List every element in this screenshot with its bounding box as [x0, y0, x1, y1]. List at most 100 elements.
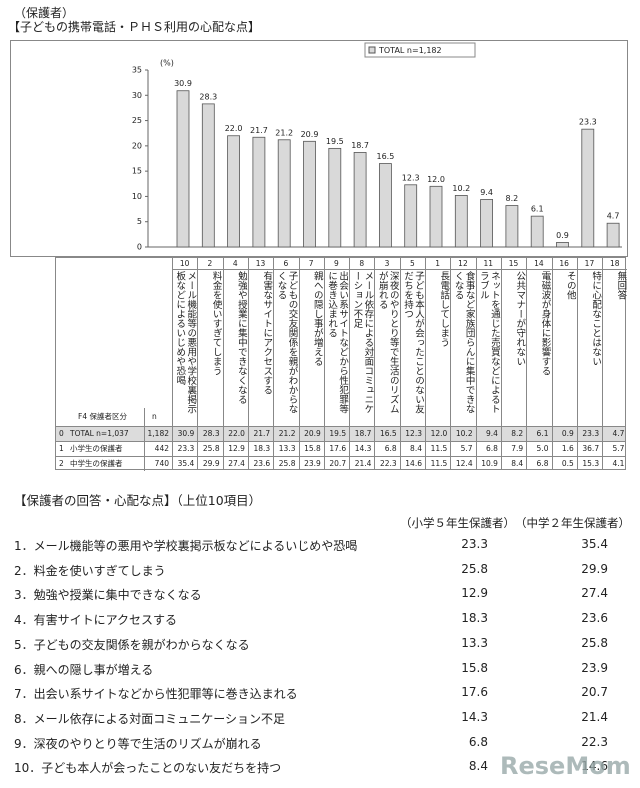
column-label: 料金を使いすぎてしまう — [210, 271, 222, 376]
list-item: 3．勉強や授業に集中できなくなる — [14, 588, 202, 603]
list-item: 8．メール依存による対面コミュニケーション不足 — [14, 711, 286, 726]
cell-value: 21.4 — [354, 459, 372, 468]
column-divider — [425, 258, 426, 469]
column-label: その他 — [564, 271, 576, 300]
bar — [303, 140, 316, 248]
column-divider — [222, 258, 224, 469]
watermark: ReseMom — [500, 752, 631, 780]
n-divider — [144, 408, 145, 471]
column-header: （小学５年生保護者） — [400, 516, 515, 530]
elementary-value: 8.4 — [468, 759, 488, 774]
elementary-value: 23.3 — [461, 537, 488, 551]
junior-high-value: 14.6 — [581, 759, 608, 774]
junior-high-value: 35.4 — [581, 537, 608, 551]
row-code: 0 — [59, 429, 64, 438]
bar — [277, 139, 291, 248]
cell-value: 12.3 — [405, 429, 422, 438]
bar — [505, 205, 519, 248]
column-label: 子どもの交友関係を親がわからなくなる — [275, 271, 298, 414]
elementary-value: 25.8 — [461, 561, 488, 576]
bar — [176, 90, 190, 248]
junior-high-value: 23.6 — [581, 611, 608, 626]
chart-frame — [10, 40, 628, 257]
column-code: 3 — [384, 259, 390, 268]
cell-value: 29.9 — [202, 459, 220, 468]
column-divider — [298, 258, 300, 469]
cell-value: 14.6 — [405, 459, 422, 468]
y-tick-label: 15 — [132, 167, 142, 176]
row-n: 1,182 — [147, 429, 169, 438]
cell-value: 20.9 — [304, 429, 321, 438]
value-label: 4.7 — [607, 212, 620, 221]
value-label: 6.1 — [531, 205, 544, 214]
cell-value: 22.3 — [379, 459, 397, 468]
cell-value: 11.5 — [430, 444, 448, 453]
bar — [328, 147, 342, 248]
cell-value: 0.5 — [561, 459, 574, 468]
list-item: 4．有害サイトにアクセスする — [14, 613, 178, 628]
y-tick-label: 0 — [137, 243, 142, 252]
value-label: 8.2 — [506, 194, 519, 203]
junior-high-value: 23.9 — [581, 660, 608, 675]
n-header: n — [152, 412, 157, 421]
cell-value: 18.3 — [253, 444, 271, 453]
row-n: 740 — [154, 459, 169, 468]
cell-value: 7.9 — [511, 444, 524, 453]
cell-value: 4.7 — [612, 429, 625, 438]
column-divider — [551, 258, 553, 469]
column-label: 食事など家族団らんに集中できなくなる — [452, 271, 475, 414]
row-code: 1 — [59, 444, 64, 453]
list-title: 【保護者の回答・心配な点】（上位10項目） — [14, 493, 262, 508]
column-divider — [602, 258, 604, 469]
column-divider — [172, 258, 173, 469]
column-code: 4 — [232, 259, 238, 268]
value-label: 18.7 — [351, 141, 369, 150]
cell-value: 9.4 — [485, 429, 498, 438]
column-code: 1 — [435, 259, 441, 268]
group-header: F4 保護者区分 — [78, 412, 127, 421]
column-code: 8 — [359, 259, 365, 268]
value-label: 12.0 — [427, 175, 445, 184]
column-label: 無回答 — [615, 271, 627, 300]
bar — [201, 103, 215, 248]
row-n: 442 — [154, 444, 169, 453]
cell-value: 23.6 — [253, 459, 271, 468]
elementary-value: 12.9 — [461, 586, 488, 601]
value-label: 22.0 — [225, 124, 243, 133]
value-label: 23.3 — [579, 118, 597, 127]
cell-value: 23.3 — [177, 444, 195, 453]
column-code: 14 — [534, 259, 544, 268]
group-label: （保護者） — [14, 6, 75, 20]
bar — [227, 135, 241, 248]
junior-high-value: 25.8 — [581, 635, 608, 650]
column-label: メール機能等の悪用や学校裏掲示板などによるいじめや恐喝 — [174, 271, 197, 414]
column-divider — [475, 258, 477, 469]
column-label: 深夜のやりとり等で生活のリズムが崩れる — [376, 271, 399, 414]
junior-high-value: 22.3 — [581, 734, 608, 749]
list-item: 1．メール機能等の悪用や学校裏掲示板などによるいじめや恐喝 — [14, 539, 358, 553]
row-code: 2 — [59, 459, 64, 468]
cell-value: 10.9 — [481, 459, 498, 468]
column-label: 出会い系サイトなどから性犯罪等に巻き込まれる — [326, 271, 349, 414]
y-axis-label: (%) — [160, 59, 174, 68]
cell-value: 19.5 — [329, 429, 347, 438]
column-divider — [349, 258, 351, 469]
y-tick-label: 35 — [132, 66, 142, 75]
elementary-value: 17.6 — [461, 685, 488, 700]
cell-value: 8.4 — [511, 459, 524, 468]
cell-value: 25.8 — [278, 459, 296, 468]
bar — [353, 152, 367, 248]
data-table: 10 メール機能等の悪用や学校裏掲示板などによるいじめや恐喝 2 料金を使いすぎてしま… — [55, 257, 627, 471]
column-code: 10 — [179, 259, 190, 268]
column-code: 15 — [508, 259, 519, 268]
cell-value: 8.2 — [511, 429, 524, 438]
legend-box — [364, 42, 476, 58]
column-code: 5 — [409, 259, 415, 268]
cell-value: 6.8 — [485, 444, 498, 453]
cell-value: 6.8 — [384, 444, 397, 453]
cell-value: 12.0 — [430, 429, 448, 438]
cell-value: 18.7 — [354, 429, 372, 438]
list-item: 7．出会い系サイトなどから性犯罪等に巻き込まれる — [14, 687, 298, 702]
cell-value: 6.1 — [536, 429, 549, 438]
column-label: 特に心配なことはない — [590, 271, 602, 366]
